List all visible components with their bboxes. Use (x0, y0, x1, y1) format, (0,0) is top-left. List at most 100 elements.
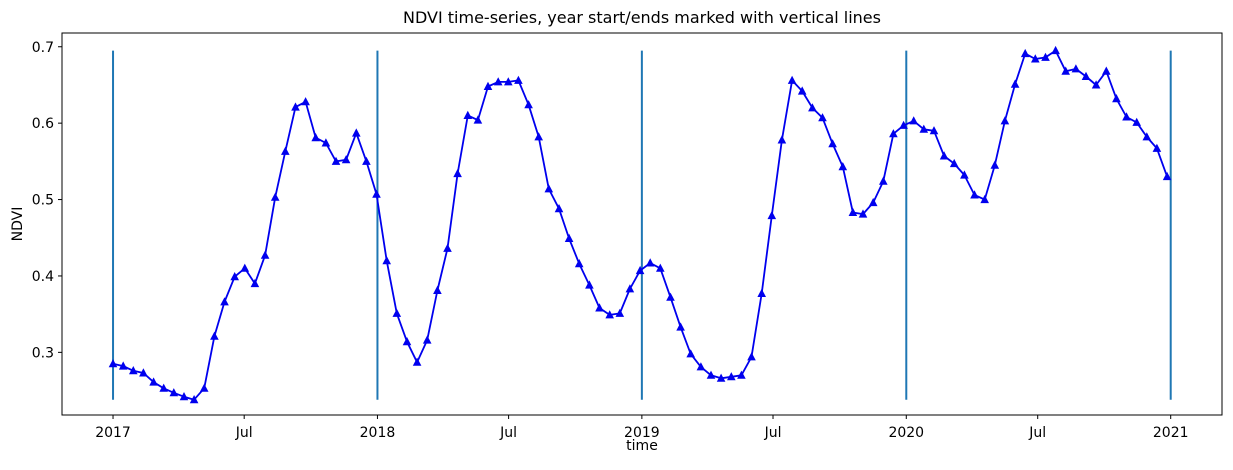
triangle-marker (504, 77, 513, 86)
triangle-marker (696, 362, 706, 371)
triangle-marker (1051, 45, 1060, 55)
triangle-marker (808, 103, 817, 112)
triangle-marker (574, 259, 584, 268)
triangle-marker (210, 331, 219, 340)
series-markers (108, 45, 1172, 404)
triangle-marker (169, 388, 179, 397)
triangle-marker (179, 392, 189, 401)
triangle-marker (1122, 112, 1131, 121)
triangle-marker (311, 133, 320, 142)
triangle-marker (483, 81, 493, 90)
triangle-marker (321, 138, 331, 147)
triangle-marker (757, 288, 766, 297)
triangle-marker (858, 209, 868, 218)
series-line (112, 49, 1168, 401)
triangle-marker (1081, 71, 1091, 80)
triangle-marker (230, 272, 239, 281)
y-tick-label: 0.5 (32, 193, 54, 209)
triangle-marker (422, 335, 432, 344)
triangle-marker (737, 370, 746, 379)
triangle-marker (514, 75, 523, 84)
triangle-marker (1031, 54, 1040, 63)
triangle-marker (260, 250, 270, 259)
x-tick-label: 2021 (1153, 425, 1189, 441)
triangle-marker (615, 308, 625, 317)
triangle-marker (402, 337, 412, 346)
triangle-marker (625, 284, 635, 293)
triangle-marker (656, 263, 665, 272)
triangle-marker (341, 155, 351, 164)
chart-title: NDVI time-series, year start/ends marked… (403, 8, 881, 27)
triangle-marker (1000, 116, 1010, 125)
triangle-marker (818, 113, 827, 122)
triangle-marker (1061, 66, 1070, 75)
triangle-marker (960, 170, 969, 179)
x-tick-label: Jul (1028, 425, 1046, 441)
triangle-marker (199, 383, 209, 392)
triangle-marker (716, 373, 726, 382)
triangle-marker (220, 297, 229, 306)
triangle-marker (382, 256, 391, 265)
triangle-marker (645, 258, 655, 267)
triangle-marker (463, 110, 473, 119)
triangle-marker (767, 210, 777, 220)
triangle-marker (372, 189, 381, 198)
x-tick-label: 2020 (888, 425, 924, 441)
triangle-marker (1112, 94, 1121, 103)
triangle-marker (828, 139, 837, 148)
x-tick-label: 2019 (624, 425, 660, 441)
triangle-marker (331, 156, 341, 165)
triangle-marker (889, 129, 898, 138)
triangle-marker (909, 116, 918, 125)
triangle-marker (1162, 171, 1172, 181)
triangle-marker (352, 128, 361, 137)
triangle-marker (159, 383, 168, 392)
triangle-marker (1020, 48, 1030, 58)
triangle-marker (291, 102, 300, 111)
triangle-marker (564, 233, 574, 242)
triangle-marker (848, 207, 858, 216)
triangle-marker (949, 158, 959, 168)
triangle-marker (433, 285, 442, 294)
triangle-marker (453, 168, 462, 178)
triangle-marker (281, 146, 290, 155)
triangle-marker (787, 75, 797, 84)
y-tick-label: 0.4 (32, 269, 54, 285)
x-tick-label: 2017 (95, 425, 131, 441)
triangle-marker (250, 278, 260, 288)
triangle-marker (544, 184, 554, 193)
triangle-marker (493, 77, 503, 86)
triangle-marker (524, 100, 533, 109)
triangle-marker (118, 361, 128, 370)
triangle-marker (534, 132, 543, 141)
triangle-marker (777, 135, 787, 144)
triangle-marker (635, 265, 645, 275)
triangle-marker (686, 349, 695, 358)
triangle-marker (605, 310, 614, 319)
series-ndvi (108, 45, 1172, 404)
triangle-marker (270, 192, 280, 201)
triangle-marker (706, 370, 716, 379)
triangle-marker (443, 243, 452, 252)
triangle-marker (240, 263, 250, 272)
triangle-marker (868, 197, 878, 207)
triangle-marker (666, 292, 675, 301)
triangle-marker (108, 359, 118, 368)
triangle-marker (929, 126, 939, 135)
triangle-marker (727, 372, 736, 381)
triangle-marker (149, 377, 158, 386)
triangle-marker (939, 151, 949, 160)
triangle-marker (412, 357, 422, 366)
triangle-marker (554, 204, 564, 213)
triangle-marker (838, 162, 848, 171)
triangle-marker (301, 97, 310, 106)
triangle-marker (585, 280, 594, 289)
triangle-marker (1142, 132, 1152, 141)
triangle-marker (473, 115, 483, 124)
triangle-marker (139, 368, 148, 377)
triangle-marker (1091, 80, 1101, 89)
triangle-marker (1071, 64, 1081, 73)
triangle-marker (1152, 143, 1162, 152)
